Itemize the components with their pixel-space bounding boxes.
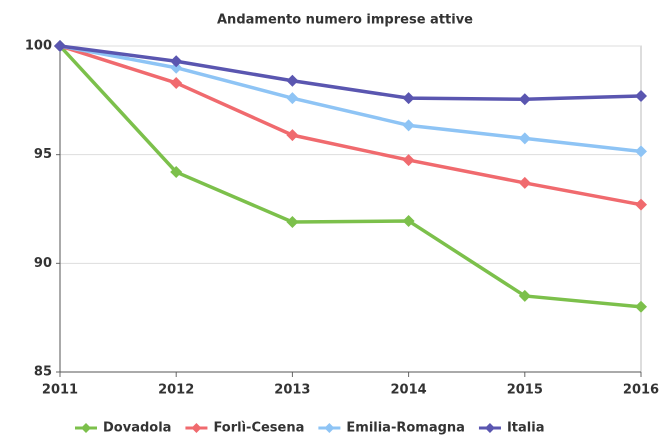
y-tick-label: 85 (34, 365, 52, 380)
series-line (58, 44, 642, 309)
legend-marker (324, 423, 335, 433)
point-marker (170, 55, 183, 68)
point-marker (170, 61, 183, 74)
point-marker (402, 92, 415, 105)
y-tick-label: 95 (34, 147, 52, 162)
legend-label: Dovadola (103, 421, 171, 435)
point-marker (286, 216, 299, 229)
point-marker (402, 214, 415, 227)
x-tick-label: 2015 (507, 383, 543, 398)
point-marker (518, 132, 531, 145)
point-marker (402, 119, 415, 132)
x-tick-label: 2014 (391, 383, 427, 398)
legend-marker (81, 423, 91, 433)
point-marker (518, 176, 531, 189)
chart-title: Andamento numero imprese attive (217, 13, 473, 28)
point-marker (635, 89, 647, 102)
series-line (59, 44, 642, 101)
x-tick-label: 2013 (274, 383, 310, 398)
series-line (59, 44, 642, 154)
plot-frame (59, 45, 642, 373)
legend-marker (484, 423, 495, 433)
point-marker (635, 300, 647, 313)
point-marker (518, 289, 531, 302)
point-marker (286, 92, 299, 105)
y-tick-label: 90 (34, 256, 52, 271)
x-tick-label: 2012 (158, 383, 194, 398)
point-marker (635, 145, 647, 158)
point-marker (54, 40, 66, 52)
point-marker (518, 93, 531, 106)
point-marker (286, 129, 299, 142)
series-line (59, 44, 642, 207)
point-marker (635, 198, 647, 211)
x-tick-label: 2016 (623, 383, 659, 398)
legend-label: Emilia-Romagna (346, 421, 465, 435)
legend-label: Forlì-Cesena (213, 421, 304, 435)
x-tick-label: 2011 (42, 383, 78, 398)
point-marker (286, 74, 299, 87)
y-tick-label: 100 (25, 39, 52, 54)
legend-label: Italia (507, 421, 545, 435)
point-marker (170, 166, 183, 179)
point-marker (170, 76, 183, 89)
point-marker (402, 154, 415, 167)
legend-marker (191, 423, 202, 433)
